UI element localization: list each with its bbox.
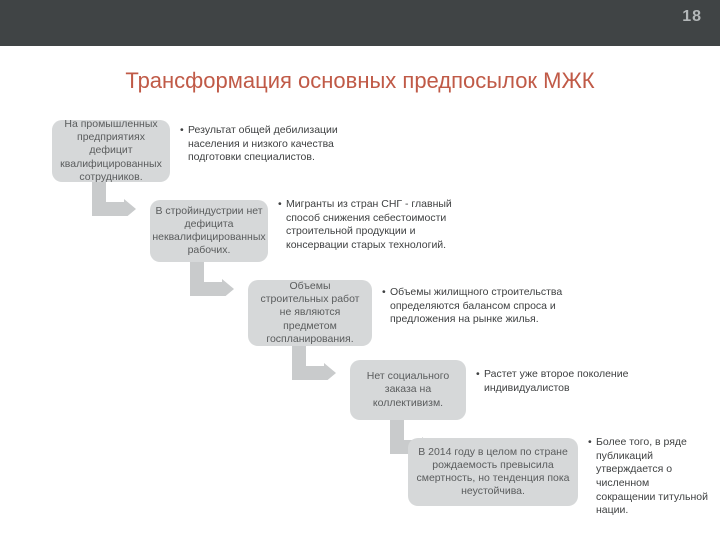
step-box: В стройиндустрии нет дефицита неквалифиц…: [150, 200, 268, 262]
slide: 18 Трансформация основных предпосылок МЖ…: [0, 0, 720, 540]
step-box: Нет социального заказа на коллективизм.: [350, 360, 466, 420]
step-row: На промышленных предприятиях дефицит ква…: [52, 120, 350, 182]
page-number: 18: [682, 8, 702, 26]
connector-arrow-icon: [190, 262, 234, 296]
step-box: В 2014 году в целом по стране рождаемост…: [408, 438, 578, 506]
top-bar: [0, 0, 720, 46]
step-row: В стройиндустрии нет дефицита неквалифиц…: [150, 200, 468, 262]
step-bullet: Более того, в ряде публикаций утверждает…: [588, 436, 708, 518]
step-row: В 2014 году в целом по стране рождаемост…: [408, 438, 708, 518]
step-box: Объемы строительных работ не являются пр…: [248, 280, 372, 346]
slide-title: Трансформация основных предпосылок МЖК: [0, 68, 720, 94]
connector-arrow-icon: [292, 346, 336, 380]
step-box: На промышленных предприятиях дефицит ква…: [52, 120, 170, 182]
step-bullet: Результат общей дебилизации населения и …: [180, 124, 350, 165]
step-row: Нет социального заказа на коллективизм. Р…: [350, 360, 646, 420]
step-bullet: Мигранты из стран СНГ - главный способ с…: [278, 198, 468, 253]
step-row: Объемы строительных работ не являются пр…: [248, 280, 567, 346]
connector-arrow-icon: [92, 182, 136, 216]
step-bullet: Объемы жилищного строительства определяю…: [382, 286, 567, 327]
step-bullet: Растет уже второе поколение индивидуалис…: [476, 368, 646, 395]
